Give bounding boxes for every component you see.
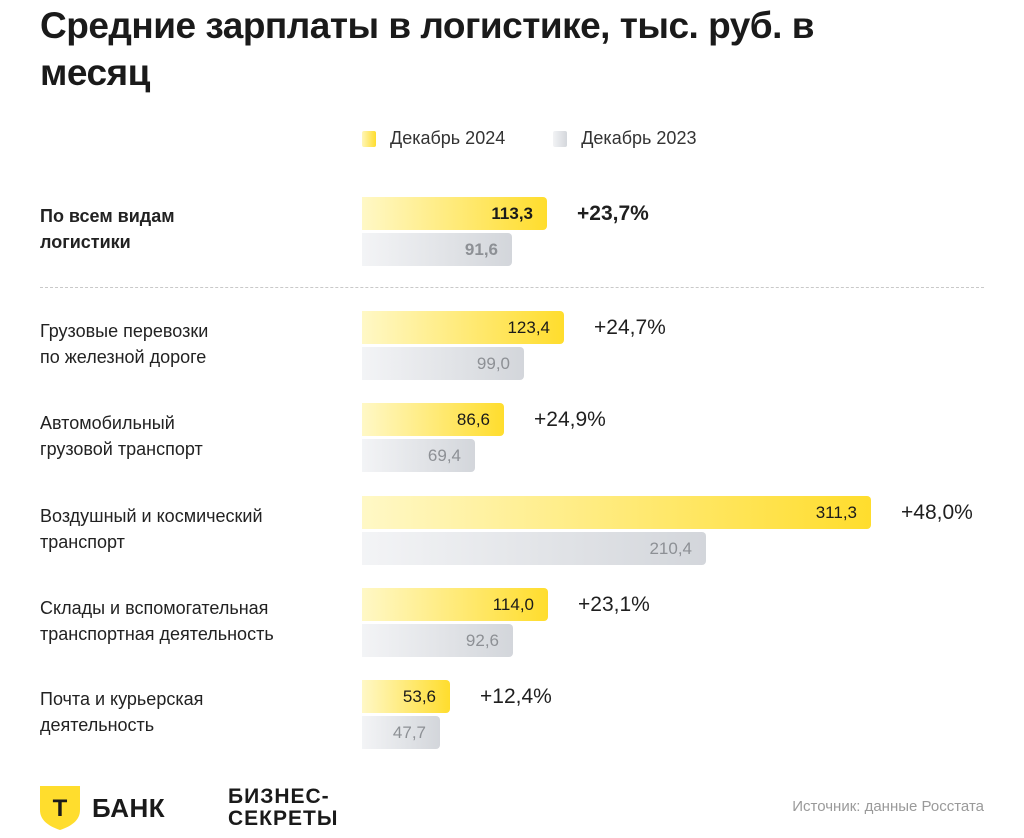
row-label: Воздушный и космический транспорт: [40, 503, 340, 555]
bar-dec-2024: 311,3: [362, 496, 871, 529]
row-label-line1: Склады и вспомогательная: [40, 598, 269, 618]
bar-dec-2023: 91,6: [362, 233, 512, 266]
row-label: Грузовые перевозки по железной дороге: [40, 318, 340, 370]
bar-dec-2024: 123,4: [362, 311, 564, 344]
change-label: +48,0%: [901, 501, 973, 524]
change-label: +24,9%: [534, 408, 606, 431]
biz-logo-line2: СЕКРЕТЫ: [228, 807, 339, 830]
row-label-line1: Грузовые перевозки: [40, 321, 209, 341]
legend-swatch-2024: [362, 130, 376, 147]
row-label: Почта и курьерская деятельность: [40, 686, 340, 738]
row-label-line1: Воздушный и космический: [40, 506, 263, 526]
row-label-line2: логистики: [40, 232, 131, 252]
legend-label-2024: Декабрь 2024: [390, 128, 506, 148]
row-label-line2: транспортная деятельность: [40, 624, 274, 644]
tbank-name: БАНК: [92, 792, 166, 823]
bar-value-label: 311,3: [815, 502, 857, 522]
bar-value-label: 123,4: [507, 317, 550, 337]
legend-label-2023: Декабрь 2023: [581, 128, 697, 148]
row-label-line2: деятельность: [40, 715, 155, 735]
row-label-line1: По всем видам: [40, 206, 175, 226]
row-label-line2: транспорт: [40, 532, 125, 552]
row-label: Склады и вспомогательная транспортная дея…: [40, 595, 340, 647]
bar-dec-2024: 113,3: [362, 197, 547, 230]
bar-value-label: 53,6: [402, 686, 436, 706]
change-label: +12,4%: [480, 685, 552, 708]
legend-item-2024: Декабрь 2024: [362, 128, 505, 149]
bar-value-label: 92,6: [465, 630, 499, 650]
tbank-logo: Т БАНК: [40, 786, 165, 830]
bar-dec-2024: 86,6: [362, 403, 504, 436]
bar-value-label: 69,4: [427, 445, 461, 465]
bar-value-label: 86,6: [456, 409, 490, 429]
bar-dec-2023: 92,6: [362, 624, 513, 657]
bar-value-label: 99,0: [476, 353, 510, 373]
row-label-line2: по железной дороге: [40, 347, 207, 367]
tbank-letter: Т: [53, 795, 68, 822]
divider: [40, 287, 984, 288]
legend: Декабрь 2024 Декабрь 2023: [362, 128, 744, 149]
change-label: +24,7%: [594, 316, 666, 339]
change-label: +23,7%: [577, 202, 649, 225]
row-label: По всем видам логистики: [40, 203, 340, 255]
legend-item-2023: Декабрь 2023: [553, 128, 696, 149]
chart-title: Средние зарплаты в логистике, тыс. руб. …: [40, 5, 814, 93]
biz-logo-line1: БИЗНЕС-: [228, 785, 330, 808]
row-label: Автомобильный грузовой транспорт: [40, 410, 340, 462]
tbank-shield-icon: Т: [40, 786, 80, 830]
biznes-sekrety-logo: БИЗНЕС- СЕКРЕТЫ: [228, 786, 338, 830]
bar-value-label: 114,0: [492, 594, 534, 614]
row-label-line1: Автомобильный: [40, 413, 175, 433]
source-note: Источник: данные Росстата: [792, 798, 984, 815]
row-label-line1: Почта и курьерская: [40, 689, 204, 709]
row-label-line2: грузовой транспорт: [40, 439, 203, 459]
bar-dec-2023: 210,4: [362, 532, 706, 565]
bar-dec-2023: 99,0: [362, 347, 524, 380]
bar-value-label: 210,4: [649, 538, 692, 558]
bar-value-label: 47,7: [392, 722, 426, 742]
bar-dec-2023: 69,4: [362, 439, 475, 472]
change-label: +23,1%: [578, 593, 650, 616]
bar-value-label: 91,6: [464, 239, 498, 259]
legend-swatch-2023: [553, 130, 568, 147]
bar-dec-2024: 53,6: [362, 680, 450, 713]
bar-dec-2024: 114,0: [362, 588, 548, 621]
bar-value-label: 113,3: [491, 203, 533, 223]
bar-dec-2023: 47,7: [362, 716, 440, 749]
